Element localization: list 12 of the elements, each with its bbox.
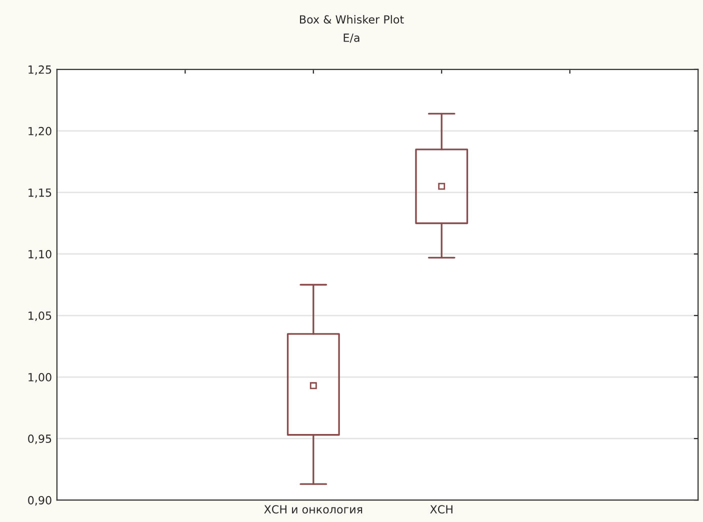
y-tick-label: 1,15 xyxy=(28,188,52,198)
y-tick-label: 1,00 xyxy=(28,373,52,383)
x-tick-label: ХСН и онкология xyxy=(264,505,362,514)
y-tick-label: 0,95 xyxy=(28,434,52,444)
y-tick-label: 1,10 xyxy=(28,250,52,260)
y-tick-label: 1,25 xyxy=(28,65,52,75)
chart-title: Box & Whisker Plot xyxy=(300,15,404,24)
chart-subtitle: E/a xyxy=(344,34,360,43)
y-tick-label: 0,90 xyxy=(28,496,52,506)
y-tick-label: 1,20 xyxy=(28,126,52,136)
y-tick-label: 1,05 xyxy=(28,311,52,322)
x-tick-label: ХСН xyxy=(430,505,452,514)
